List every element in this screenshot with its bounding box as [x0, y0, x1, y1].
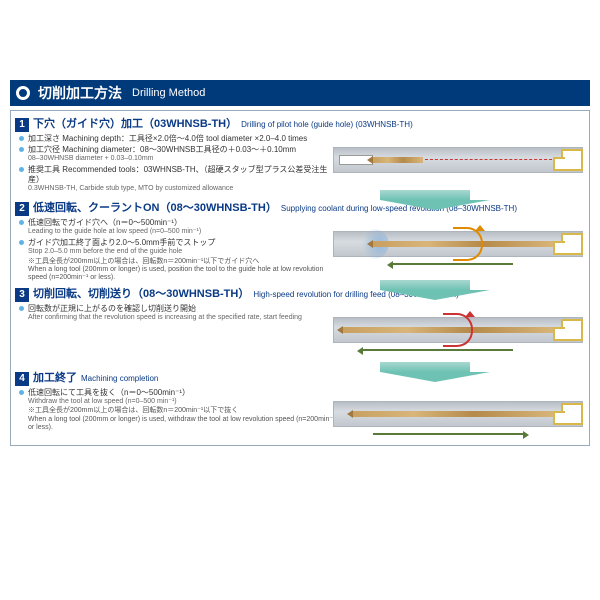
- step-number: 1: [15, 118, 29, 132]
- step-title-en: Machining completion: [81, 374, 158, 383]
- note: ※工具全長が200mm以上の場合は、回転数n＝200min⁻¹以下で抜く: [19, 407, 339, 415]
- note: ※工具全長が200mm以上の場合は、回転数n＝200min⁻¹以下でガイド穴へ: [19, 258, 339, 266]
- title-bullet-icon: [16, 86, 30, 100]
- drill-icon: [373, 157, 423, 163]
- transition-arrow-icon: [380, 190, 470, 208]
- bullet-text: 加工穴径 Machining diameter：08～30WHNSB工具径の＋0…: [28, 145, 296, 154]
- bullet: 回転数が正規に上がるのを確認し切削送り開始After confirming th…: [19, 304, 339, 323]
- bullet: 低速回転にて工具を抜く（n＝0～500min⁻¹）Withdraw the to…: [19, 388, 339, 407]
- step-title-jp: 下穴（ガイド穴）加工（03WHNSB-TH）: [33, 115, 237, 131]
- section-title-bar: 切削加工方法 Drilling Method: [10, 80, 590, 106]
- bullet: 加工深さ Machining depth：工具径×2.0倍～4.0倍 tool …: [19, 134, 339, 144]
- bullet-sub: After confirming that the revolution spe…: [28, 314, 339, 323]
- bullet-text: ガイド穴加工終了面より2.0～5.0mm手前でストップ: [28, 238, 215, 247]
- title-en: Drilling Method: [132, 87, 205, 99]
- drill-icon: [353, 411, 555, 417]
- step-3: 3 切削回転、切削送り（08～30WHNSB-TH） High-speed re…: [15, 285, 585, 367]
- feed-arrow-icon: [363, 349, 513, 351]
- bullet-list: 低速回転でガイド穴へ（n＝0～500min⁻¹）Leading to the g…: [19, 218, 339, 283]
- bullet-text: 回転数が正規に上がるのを確認し切削送り開始: [28, 304, 196, 313]
- bullet-text: 加工深さ Machining depth：工具径×2.0倍～4.0倍 tool …: [28, 134, 307, 143]
- bullet-list: 回転数が正規に上がるのを確認し切削送り開始After confirming th…: [19, 304, 339, 323]
- step-2: 2 低速回転、クーラントON（08～30WHNSB-TH） Supplying …: [15, 199, 585, 283]
- bullet: 推奨工具 Recommended tools：03WHNSB-TH、（超硬スタッ…: [19, 165, 339, 194]
- bullet-sub: 0.3WHNSB-TH, Carbide stub type, MTO by c…: [28, 185, 339, 194]
- chuck-icon: [561, 233, 583, 255]
- rotation-arrow-icon: [453, 227, 483, 261]
- note: When a long tool (200mm or longer) is us…: [19, 266, 339, 283]
- step-title-jp: 加工終了: [33, 369, 77, 385]
- centerline-icon: [425, 159, 557, 160]
- step-diagram: [333, 379, 583, 449]
- bullet: 加工穴径 Machining diameter：08～30WHNSB工具径の＋0…: [19, 145, 339, 164]
- bullet-sub: Stop 2.0–5.0 mm before the end of the gu…: [28, 248, 339, 257]
- step-diagram: [333, 209, 583, 279]
- step-4: 4 加工終了 Machining completion 低速回転にて工具を抜く（…: [15, 369, 585, 439]
- retract-arrow-icon: [373, 433, 523, 435]
- bullet-list: 低速回転にて工具を抜く（n＝0～500min⁻¹）Withdraw the to…: [19, 388, 339, 433]
- step-number: 2: [15, 202, 29, 216]
- chuck-icon: [561, 403, 583, 425]
- bullet-text: 低速回転でガイド穴へ（n＝0～500min⁻¹）: [28, 218, 182, 227]
- chuck-icon: [561, 149, 583, 171]
- title-jp: 切削加工方法: [38, 83, 122, 103]
- note: When a long tool (200mm or longer) is us…: [19, 416, 339, 433]
- bullet-list: 加工深さ Machining depth：工具径×2.0倍～4.0倍 tool …: [19, 134, 339, 194]
- transition-arrow-icon: [380, 362, 470, 380]
- step-diagram: [333, 295, 583, 365]
- bullet: ガイド穴加工終了面より2.0～5.0mm手前でストップStop 2.0–5.0 …: [19, 238, 339, 257]
- transition-arrow-icon: [380, 280, 470, 298]
- feed-arrow-icon: [393, 263, 513, 265]
- steps-container: 1 下穴（ガイド穴）加工（03WHNSB-TH） Drilling of pil…: [10, 110, 590, 446]
- bullet: 低速回転でガイド穴へ（n＝0～500min⁻¹）Leading to the g…: [19, 218, 339, 237]
- step-number: 3: [15, 288, 29, 302]
- step-1: 1 下穴（ガイド穴）加工（03WHNSB-TH） Drilling of pil…: [15, 115, 585, 197]
- bullet-sub: Withdraw the tool at low speed (n=0–500 …: [28, 398, 339, 407]
- step-title-jp: 低速回転、クーラントON（08～30WHNSB-TH）: [33, 199, 277, 215]
- step-number: 4: [15, 372, 29, 386]
- chuck-icon: [561, 319, 583, 341]
- bullet-text: 低速回転にて工具を抜く（n＝0～500min⁻¹）: [28, 388, 190, 397]
- rotation-arrow-icon: [443, 313, 473, 347]
- bullet-text: 推奨工具 Recommended tools：03WHNSB-TH、（超硬スタッ…: [28, 165, 327, 184]
- bullet-sub: 08–30WHNSB diameter + 0.03–0.10mm: [28, 155, 339, 164]
- bullet-sub: Leading to the guide hole at low speed (…: [28, 228, 339, 237]
- step-title-jp: 切削回転、切削送り（08～30WHNSB-TH）: [33, 285, 249, 301]
- step-diagram: [333, 125, 583, 195]
